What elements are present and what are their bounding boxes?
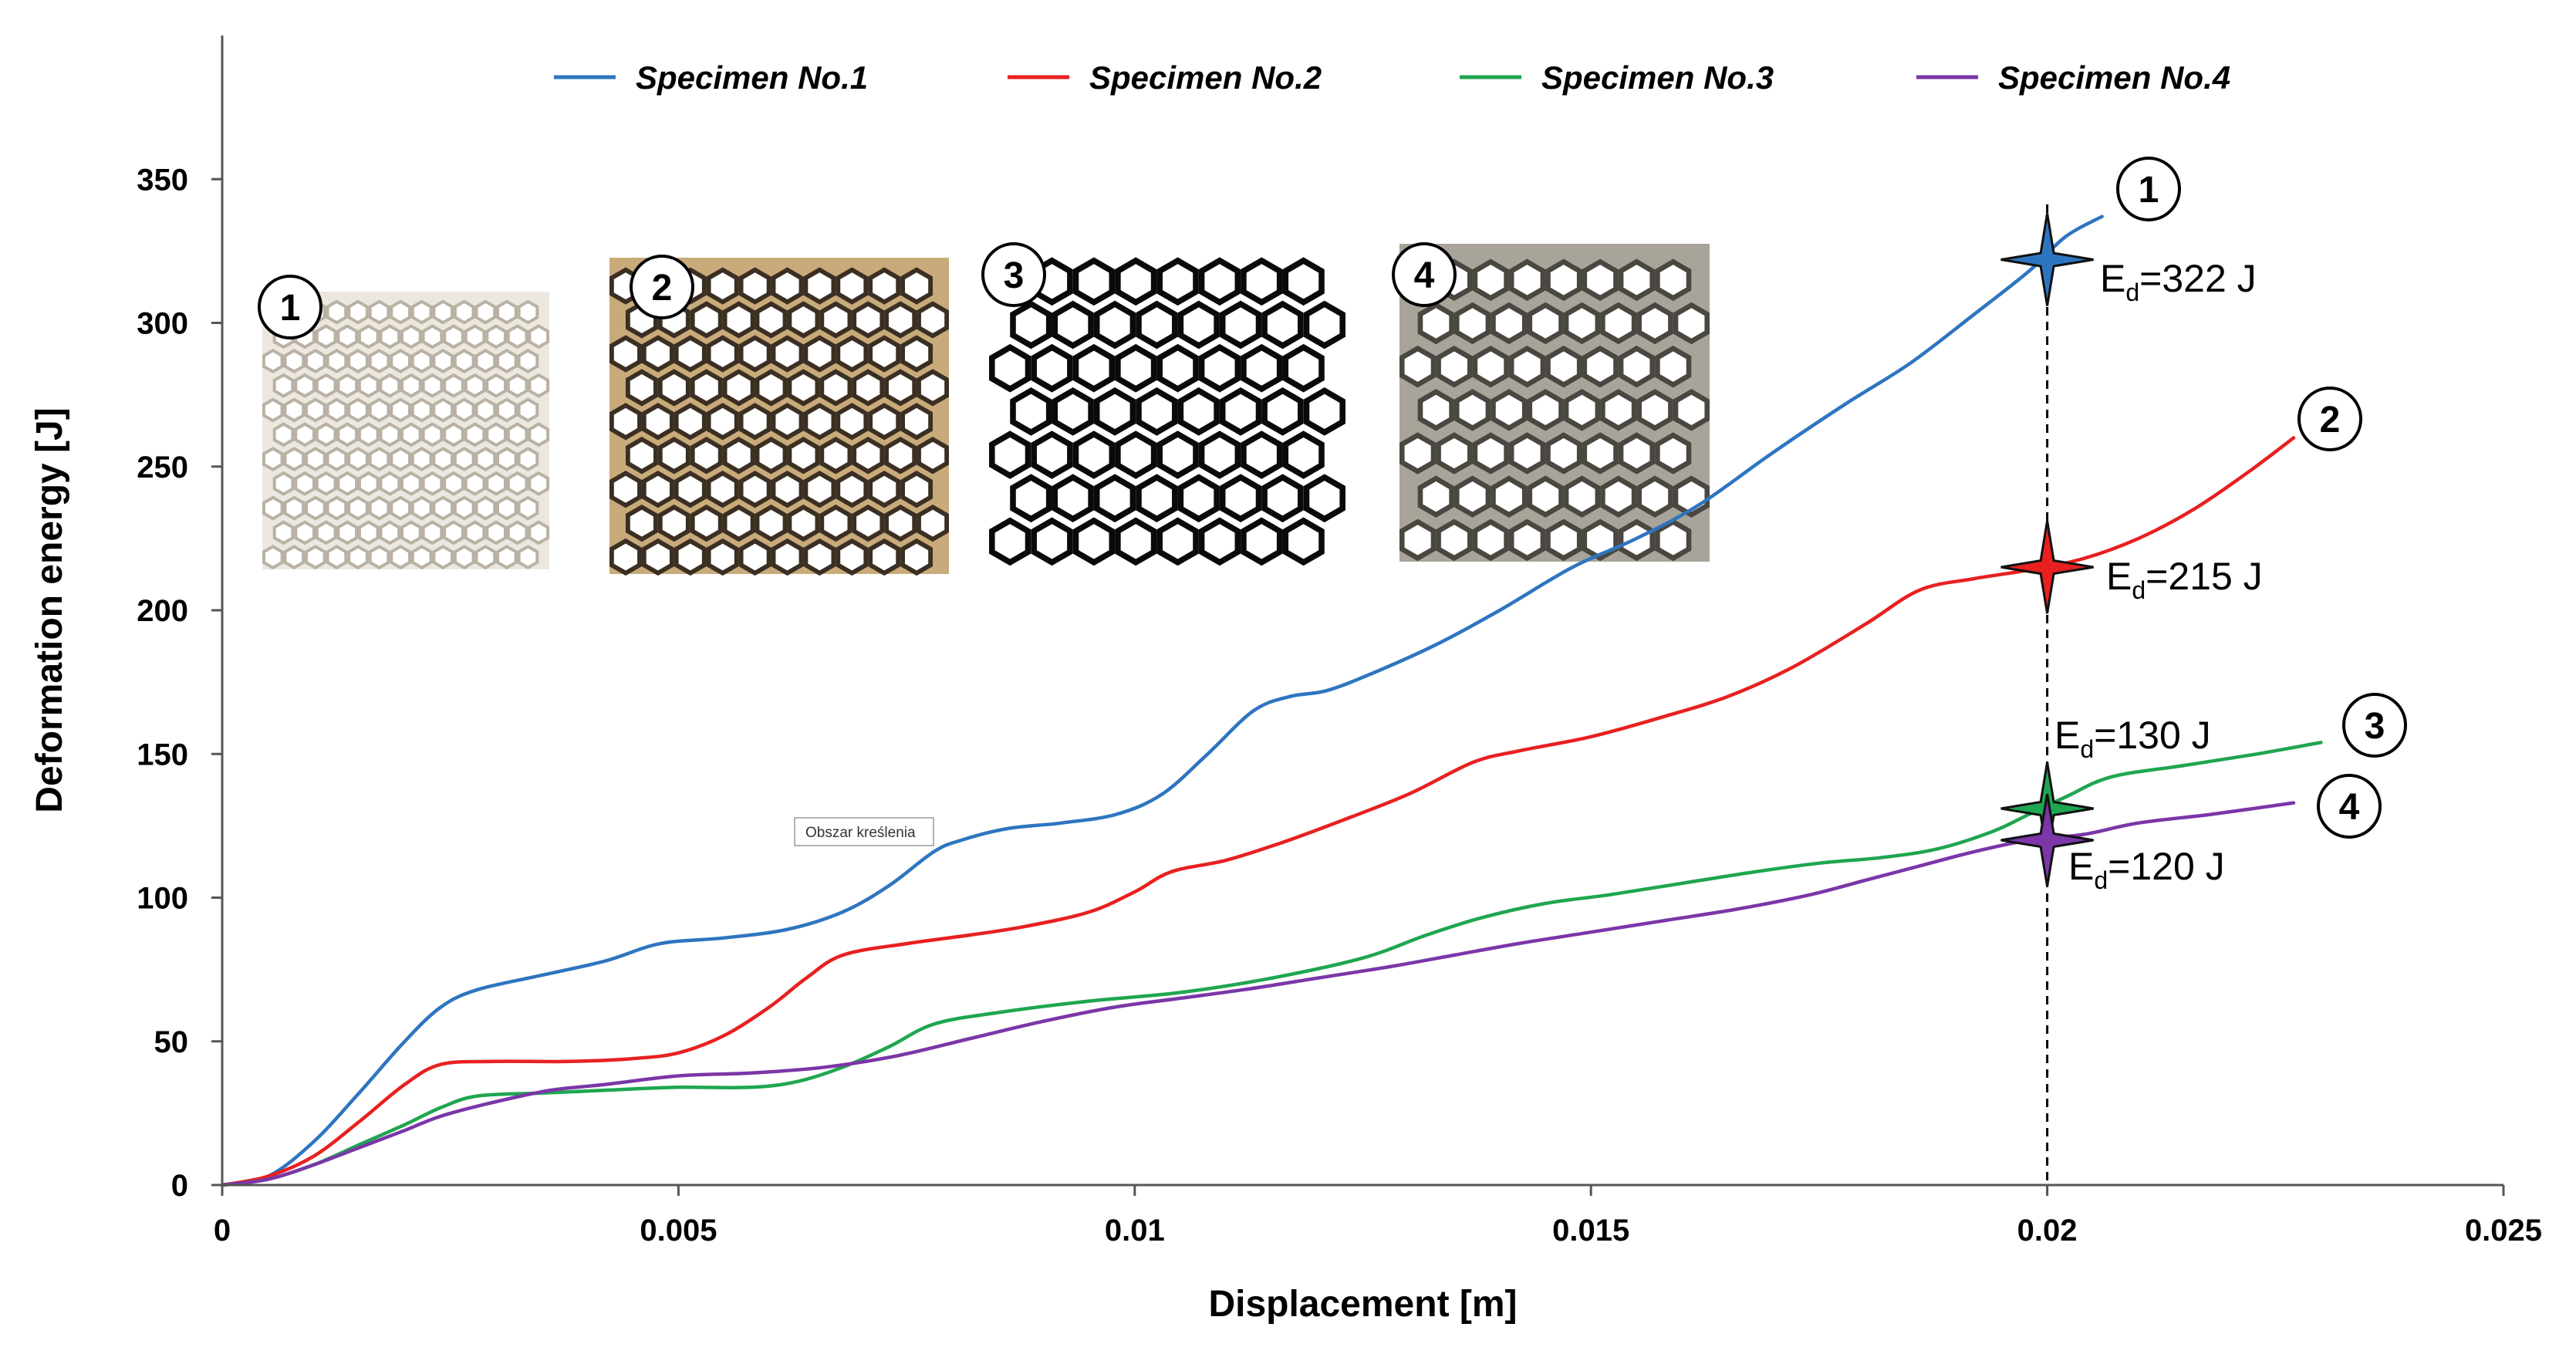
svg-text:2: 2 [2320,400,2341,441]
y-tick-label: 350 [137,163,188,197]
svg-text:3: 3 [1004,255,1025,296]
energy-marker-star-2 [2000,520,2094,614]
legend-item-4: Specimen No.4 [1916,59,2230,96]
axes: 0 0.005 0.01 0.015 0.02 0.025 0 50 100 150 200 250… [29,35,2542,1325]
legend-label: Specimen No.4 [1998,59,2230,96]
x-tick-label: 0.02 [2017,1214,2078,1248]
series-layer [220,214,2323,1187]
annotations: Ed=322 J Ed=215 J Ed=130 J Ed=120 J [2000,213,2263,894]
series-line-3 [220,741,2323,1187]
x-tick-label: 0.025 [2465,1214,2542,1248]
specimen-photo-2: 2 [609,255,950,576]
specimen-photo-1: 1 [258,275,550,570]
y-tick-label: 200 [137,594,188,628]
x-tick-label: 0.015 [1552,1214,1629,1248]
specimen-photo-4: 4 [1392,242,1710,562]
specimen-photos: 1 2 3 4 [258,242,1710,576]
curve-badge-2: 2 [2297,387,2362,451]
legend-label: Specimen No.1 [636,59,868,96]
y-tick-label: 100 [137,882,188,916]
series-line-2 [220,436,2296,1187]
legend: Specimen No.1 Specimen No.2 Specimen No.3 S… [554,59,2230,96]
svg-text:2: 2 [652,268,673,309]
svg-text:4: 4 [1414,255,1435,296]
photo-badge-1: 1 [258,275,322,339]
legend-item-1: Specimen No.1 [554,59,868,96]
plot-area-tooltip: Obszar kreślenia [794,817,934,846]
svg-text:1: 1 [2139,170,2159,211]
tooltip-box [794,817,934,846]
legend-item-2: Specimen No.2 [1008,59,1322,96]
y-tick-label: 0 [171,1169,188,1203]
x-axis-ticks: 0 0.005 0.01 0.015 0.02 0.025 [214,1185,2542,1248]
y-tick-label: 50 [154,1025,189,1059]
svg-text:3: 3 [2365,706,2385,747]
y-tick-label: 250 [137,451,188,485]
tooltip-text: Obszar kreślenia [805,825,916,841]
x-tick-label: 0.01 [1105,1214,1165,1248]
curve-badge-4: 4 [2317,774,2382,839]
series-badges: 1 2 34 [2116,157,2407,839]
energy-label-2: Ed=215 J [2106,555,2263,604]
curve-badge-3: 3 [2342,693,2407,758]
x-tick-label: 0 [214,1214,231,1248]
photo-badge-3: 3 [981,242,1046,307]
legend-label: Specimen No.2 [1089,59,1322,96]
curve-badge-1: 1 [2116,157,2181,221]
svg-text:1: 1 [280,288,301,329]
svg-text:4: 4 [2339,787,2360,828]
energy-marker-star-4 [2000,793,2094,887]
photo-badge-4: 4 [1392,242,1457,307]
x-tick-label: 0.005 [640,1214,717,1248]
energy-label-4: Ed=120 J [2068,845,2225,894]
energy-label-1: Ed=322 J [2100,257,2257,306]
y-tick-label: 300 [137,307,188,341]
energy-label-3: Ed=130 J [2054,714,2211,763]
y-axis-title: Deformation energy [J] [29,407,70,812]
energy-marker-star-1 [2000,213,2094,306]
x-axis-title: Displacement [m] [1208,1284,1517,1325]
specimen-photo-3: 3 [981,242,1345,566]
photo-badge-2: 2 [630,255,694,319]
y-tick-label: 150 [137,738,188,772]
legend-label: Specimen No.3 [1541,59,1774,96]
series-line-1 [220,214,2104,1187]
series-line-4 [220,801,2296,1187]
y-axis-ticks: 0 50 100 150 200 250 300 350 [137,163,222,1203]
legend-item-3: Specimen No.3 [1460,59,1774,96]
